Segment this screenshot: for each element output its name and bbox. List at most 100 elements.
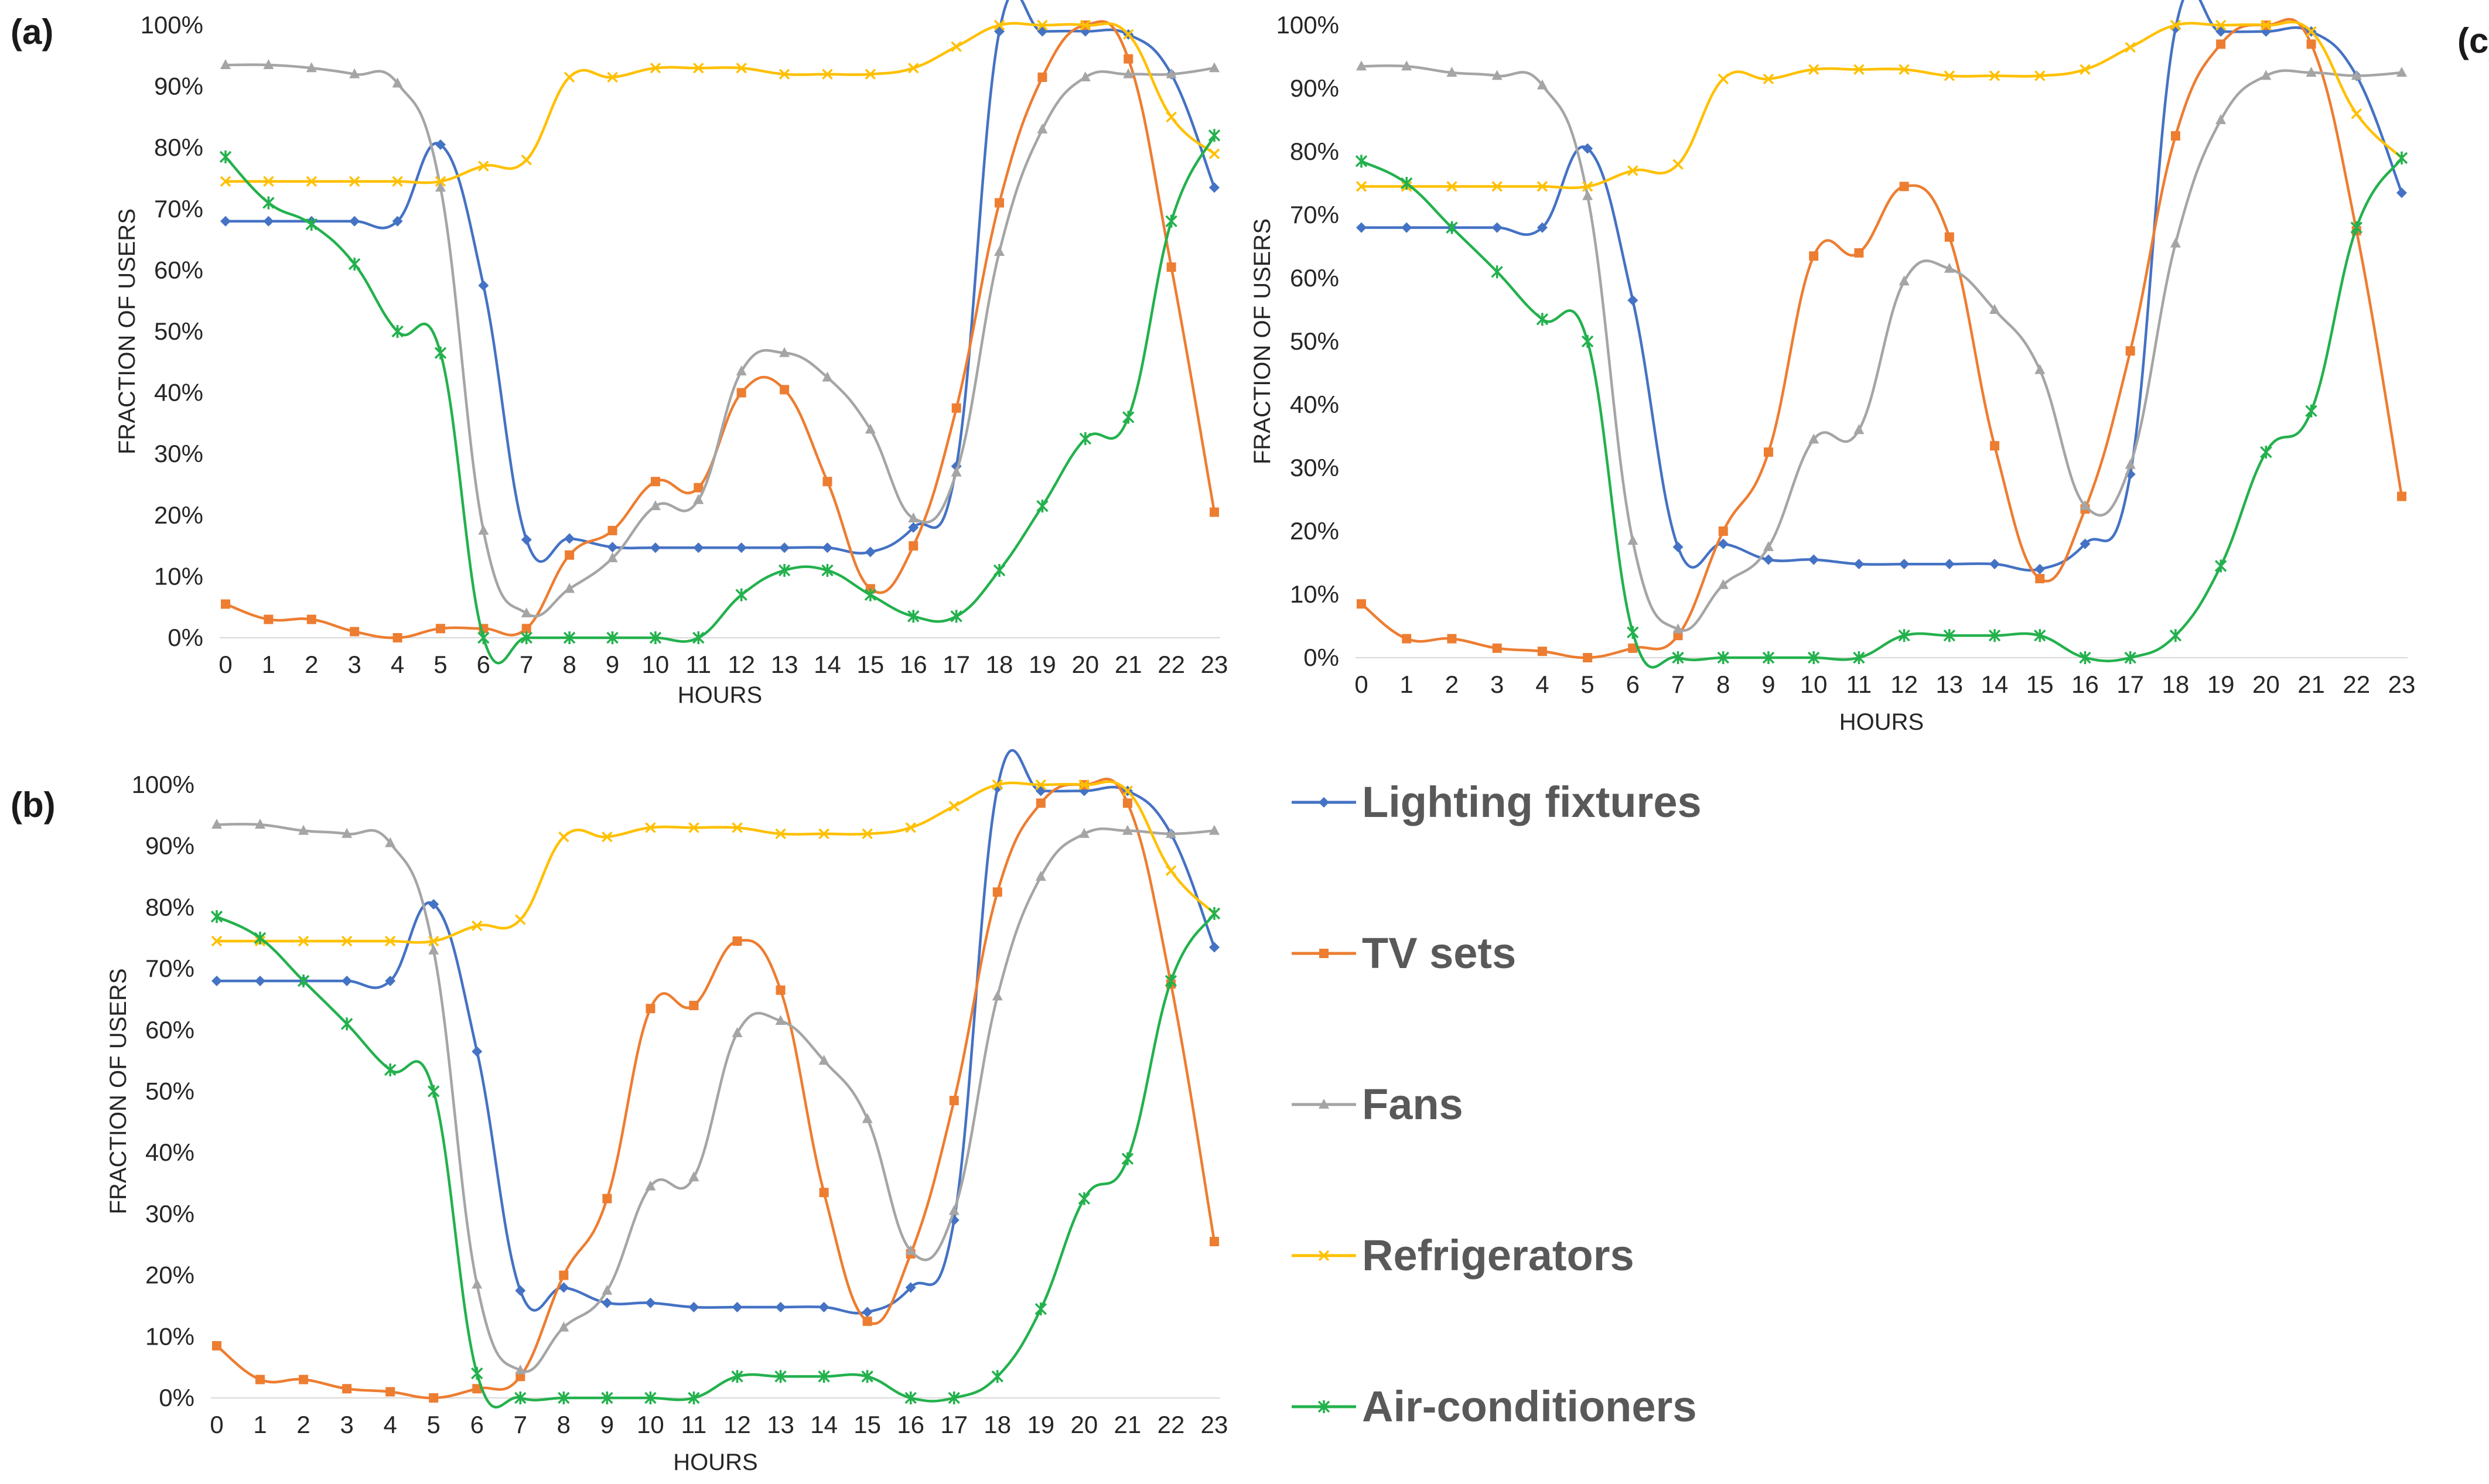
data-point bbox=[211, 935, 223, 947]
x-tick-label: 12 bbox=[1890, 671, 1918, 698]
data-point bbox=[1123, 68, 1134, 78]
x-tick-label: 7 bbox=[1671, 671, 1685, 698]
y-tick-label: 100% bbox=[1276, 11, 1339, 39]
data-point bbox=[862, 828, 873, 839]
data-point bbox=[384, 1063, 397, 1076]
x-tick-label: 3 bbox=[347, 651, 361, 678]
data-point bbox=[1036, 798, 1046, 808]
data-point bbox=[2261, 70, 2272, 80]
data-point bbox=[1854, 248, 1864, 258]
legend-marker bbox=[1319, 1099, 1329, 1109]
data-point bbox=[949, 1096, 959, 1106]
data-point bbox=[822, 542, 833, 553]
x-tick-label: 19 bbox=[1029, 651, 1056, 678]
data-point bbox=[736, 62, 747, 74]
y-tick-label: 0% bbox=[159, 1384, 194, 1411]
series-line-tv-sets bbox=[1360, 18, 2403, 659]
data-point bbox=[692, 631, 705, 644]
data-point bbox=[1899, 275, 1910, 286]
data-point bbox=[219, 150, 232, 163]
data-point bbox=[1208, 129, 1221, 142]
data-point bbox=[349, 68, 360, 78]
data-point bbox=[210, 910, 223, 924]
x-tick-label: 5 bbox=[1580, 671, 1594, 698]
data-point bbox=[822, 69, 833, 80]
x-tick-label: 19 bbox=[2207, 671, 2235, 698]
data-point bbox=[732, 822, 743, 833]
data-point bbox=[435, 624, 445, 634]
data-point bbox=[1944, 70, 1955, 81]
data-point bbox=[564, 71, 575, 83]
y-axis-title: FRACTION OF USERS bbox=[105, 968, 131, 1214]
x-tick-label: 2 bbox=[305, 651, 318, 678]
x-tick-label: 0 bbox=[1354, 671, 1368, 698]
y-tick-label: 0% bbox=[1303, 644, 1339, 671]
data-point bbox=[306, 176, 317, 187]
x-tick-label: 1 bbox=[262, 651, 275, 678]
data-point bbox=[862, 1113, 873, 1123]
series-line-fans bbox=[216, 822, 1215, 1373]
data-point bbox=[1080, 19, 1091, 31]
x-tick-label: 11 bbox=[681, 1411, 707, 1438]
data-point bbox=[1944, 262, 1955, 273]
data-point bbox=[2034, 70, 2046, 81]
data-point bbox=[693, 542, 704, 553]
data-point bbox=[255, 1374, 265, 1384]
y-tick-label: 70% bbox=[145, 955, 194, 982]
data-point bbox=[211, 819, 222, 829]
data-point bbox=[688, 1171, 699, 1182]
data-point bbox=[348, 257, 361, 271]
data-point bbox=[602, 1194, 612, 1203]
x-tick-label: 6 bbox=[477, 651, 490, 678]
panel-label: (b) bbox=[11, 785, 56, 825]
data-point bbox=[778, 563, 791, 577]
data-point bbox=[736, 365, 747, 375]
data-point bbox=[649, 631, 662, 644]
data-point bbox=[607, 525, 617, 535]
panel-a: (a)0%10%20%30%40%50%60%70%80%90%100%0 1 2 3… bbox=[11, 0, 1228, 708]
x-tick-label: 9 bbox=[1761, 671, 1775, 698]
data-point bbox=[909, 541, 919, 551]
data-point bbox=[1400, 177, 1413, 190]
data-point bbox=[255, 976, 266, 987]
data-point bbox=[992, 990, 1003, 1001]
data-point bbox=[1491, 222, 1503, 233]
y-tick-label: 20% bbox=[1290, 517, 1339, 545]
x-tick-label: 17 bbox=[940, 1411, 968, 1438]
data-point bbox=[908, 522, 919, 533]
data-point bbox=[822, 477, 832, 487]
data-point bbox=[558, 1321, 569, 1332]
data-point bbox=[1401, 60, 1412, 71]
x-tick-label: 4 bbox=[391, 651, 404, 678]
data-point bbox=[994, 246, 1005, 257]
data-point bbox=[864, 588, 877, 601]
data-point bbox=[2080, 500, 2091, 510]
y-tick-label: 50% bbox=[145, 1078, 194, 1105]
data-point bbox=[2034, 563, 2046, 575]
data-point bbox=[1899, 182, 1909, 192]
data-point bbox=[2170, 237, 2181, 248]
legend-label: TV sets bbox=[1362, 929, 1516, 977]
x-tick-label: 4 bbox=[1535, 671, 1549, 698]
legend-item-refrigerators: Refrigerators bbox=[1292, 1231, 1634, 1280]
data-point bbox=[1583, 653, 1593, 662]
x-tick-label: 23 bbox=[2388, 671, 2416, 698]
y-tick-label: 50% bbox=[154, 317, 203, 345]
data-point bbox=[2170, 19, 2181, 31]
data-point bbox=[521, 154, 532, 166]
data-point bbox=[1210, 1237, 1219, 1247]
y-axis-title: FRACTION OF USERS bbox=[1249, 218, 1275, 464]
data-point bbox=[1943, 629, 1956, 642]
data-point bbox=[472, 1046, 483, 1057]
data-point bbox=[951, 466, 962, 477]
x-tick-label: 3 bbox=[1490, 671, 1504, 698]
data-point bbox=[558, 1282, 569, 1293]
data-point bbox=[2169, 629, 2182, 642]
data-point bbox=[688, 1391, 700, 1404]
data-point bbox=[1035, 779, 1047, 791]
data-point bbox=[428, 899, 439, 910]
data-point bbox=[907, 610, 920, 623]
data-point bbox=[392, 77, 403, 88]
data-point bbox=[472, 1384, 482, 1394]
